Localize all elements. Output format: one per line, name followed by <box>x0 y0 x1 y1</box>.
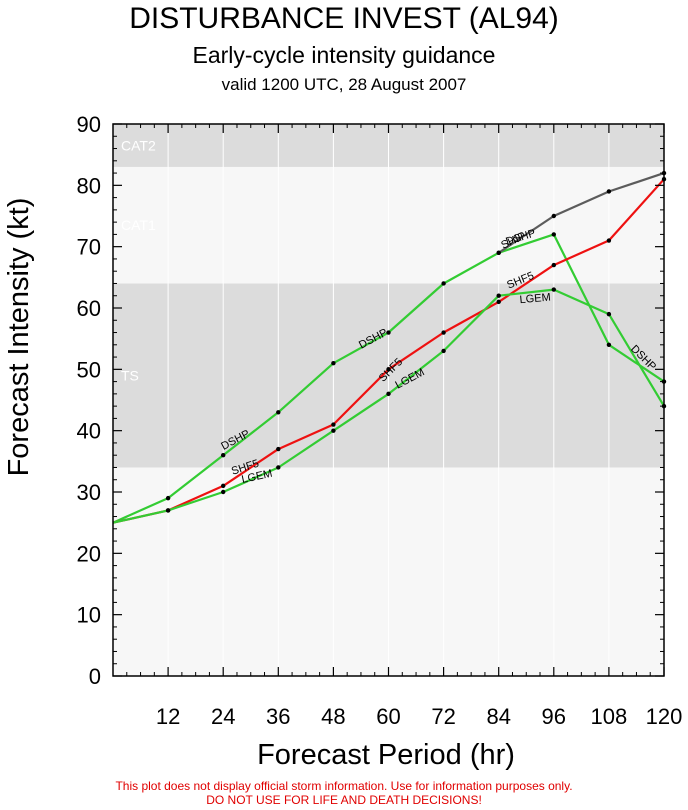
disclaimer-line-1: This plot does not display official stor… <box>115 779 573 793</box>
x-tick-label: 72 <box>431 704 455 729</box>
data-point-lgem <box>496 293 501 298</box>
data-point-dshp <box>496 250 501 255</box>
model-label-lgem: LGEM <box>519 292 551 307</box>
data-point-shf5 <box>551 262 556 268</box>
band-label-cat2: CAT2 <box>121 137 156 153</box>
data-point-dshp <box>331 361 336 366</box>
data-point-lgem <box>276 465 281 470</box>
data-point-dshp <box>551 213 556 219</box>
band-label-ts: TS <box>121 367 139 383</box>
chart-subtitle: Early-cycle intensity guidance <box>192 42 496 68</box>
y-axis-label: Forecast Intensity (kt) <box>3 198 35 477</box>
disclaimer-line-2: DO NOT USE FOR LIFE AND DEATH DECISIONS! <box>206 793 482 807</box>
valid-time: valid 1200 UTC, 28 August 2007 <box>221 75 467 94</box>
chart-title: DISTURBANCE INVEST (AL94) <box>129 2 559 35</box>
x-tick-label: 24 <box>211 704 235 729</box>
band-label-cat1: CAT1 <box>121 217 156 233</box>
data-point-shf5 <box>496 299 501 305</box>
data-point-shf5 <box>276 446 281 452</box>
data-point-dshp <box>165 495 171 501</box>
series-line-dshp-1 <box>498 172 665 254</box>
data-point-dshp <box>606 189 612 194</box>
data-point-lgem <box>386 391 391 397</box>
x-tick-label: 12 <box>156 704 180 729</box>
data-point-shf5 <box>441 330 446 335</box>
data-point-shf5 <box>331 422 336 427</box>
data-point-shf5 <box>221 483 226 489</box>
data-point-dshp <box>441 281 446 286</box>
x-tick-label: 48 <box>321 704 345 729</box>
y-tick-label: 70 <box>77 235 101 260</box>
data-point-lgem <box>606 311 612 317</box>
data-point-lgem <box>331 428 336 433</box>
data-point-shf5 <box>606 238 612 243</box>
y-tick-label: 60 <box>77 296 101 321</box>
y-tick-label: 30 <box>77 480 101 505</box>
x-tick-label: 36 <box>266 704 290 729</box>
x-tick-label: 120 <box>646 704 683 729</box>
data-point-dshp <box>221 453 226 458</box>
data-point-lgem <box>165 508 171 513</box>
data-point-dshp <box>386 330 391 335</box>
y-tick-label: 40 <box>77 419 101 444</box>
y-tick-label: 50 <box>77 357 101 382</box>
x-axis-label: Forecast Period (hr) <box>257 739 515 770</box>
x-tick-label: 96 <box>542 704 566 729</box>
data-point-shf5 <box>386 367 391 372</box>
y-tick-label: 0 <box>89 664 101 689</box>
data-point-lgem <box>441 348 446 354</box>
data-point-lgem <box>221 489 226 495</box>
x-tick-label: 60 <box>376 704 400 729</box>
data-point-dshp <box>606 342 612 347</box>
data-point-lgem <box>551 287 556 292</box>
y-tick-label: 20 <box>77 541 101 566</box>
x-tick-label: 108 <box>591 704 628 729</box>
y-tick-label: 80 <box>77 173 101 198</box>
data-point-dshp <box>551 232 556 237</box>
y-tick-label: 10 <box>77 603 101 628</box>
data-point-dshp <box>276 410 281 415</box>
y-tick-label: 90 <box>77 112 101 137</box>
x-tick-label: 84 <box>486 704 510 729</box>
